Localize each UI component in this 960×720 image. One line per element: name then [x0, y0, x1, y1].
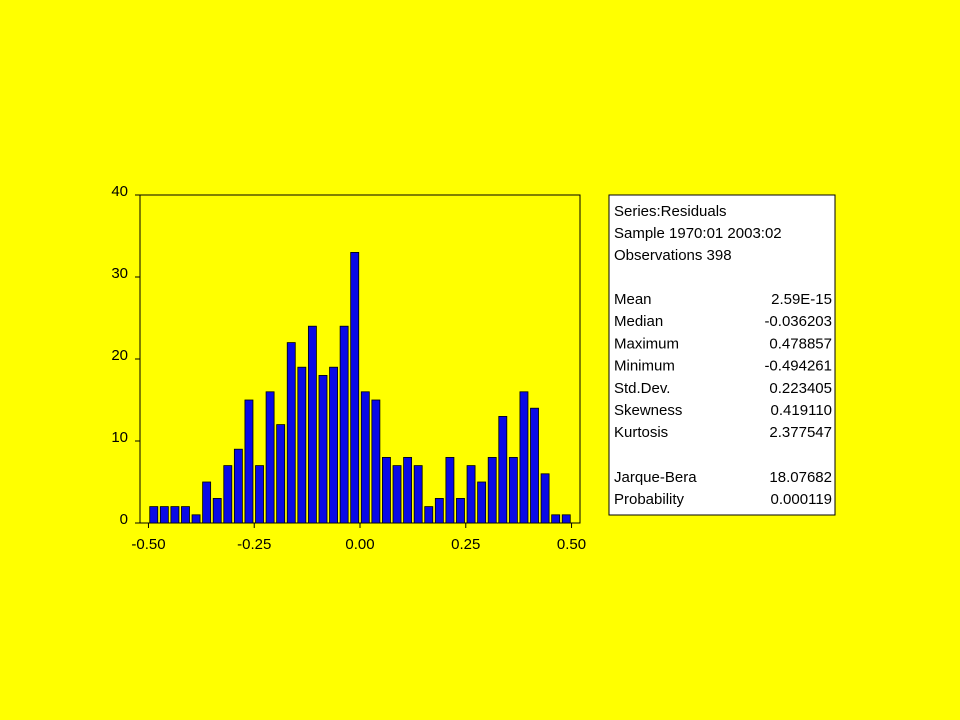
y-tick-label: 30: [111, 265, 128, 282]
stat-value: -0.036203: [764, 313, 832, 330]
bar: [466, 465, 476, 524]
bar: [445, 456, 455, 524]
bar: [540, 473, 550, 524]
bar: [403, 456, 413, 524]
stat-label: Maximum: [614, 335, 679, 352]
bar: [307, 325, 317, 524]
x-tick-label: 0.25: [451, 536, 480, 553]
bar: [318, 374, 328, 524]
stat-value: -0.494261: [764, 358, 832, 375]
bar: [255, 465, 264, 524]
bar: [191, 514, 201, 524]
stat-value: 2.377547: [769, 424, 832, 441]
bar: [508, 456, 518, 524]
stat-label: Std.Dev.: [614, 380, 670, 397]
bar: [551, 514, 561, 524]
bar: [159, 506, 169, 524]
bar: [424, 506, 434, 524]
bar: [360, 391, 370, 524]
x-tick-label: 0.00: [345, 536, 374, 553]
stat-value: 0.000119: [771, 491, 832, 508]
bar: [350, 251, 360, 524]
bar: [212, 497, 222, 524]
stat-label: Median: [614, 313, 663, 330]
stat-value: 0.478857: [769, 335, 832, 352]
bar: [456, 497, 465, 524]
stats-header: Sample 1970:01 2003:02: [614, 225, 782, 242]
bar: [329, 366, 338, 524]
bar: [498, 415, 508, 524]
bar: [202, 481, 212, 524]
x-tick-label: -0.25: [237, 536, 271, 553]
bar: [276, 424, 286, 524]
bar: [233, 448, 243, 524]
stat-label: Jarque-Bera: [614, 469, 697, 486]
stat-label: Mean: [614, 291, 652, 308]
bar: [244, 399, 254, 524]
bar: [286, 342, 296, 524]
y-tick-label: 10: [111, 429, 128, 446]
bar: [413, 465, 423, 524]
bar: [392, 465, 402, 524]
stats-box: [608, 194, 836, 516]
bar: [297, 366, 307, 524]
bar: [561, 514, 571, 524]
y-tick-label: 40: [111, 183, 128, 200]
bar: [382, 456, 391, 524]
stat-value: 0.419110: [771, 402, 832, 419]
bar: [477, 481, 487, 524]
bar: [530, 407, 539, 524]
y-tick-label: 20: [111, 347, 128, 364]
bar: [149, 506, 159, 524]
x-tick-label: 0.50: [557, 536, 586, 553]
x-tick-label: -0.50: [131, 536, 165, 553]
bar: [170, 506, 180, 524]
stats-header: Series:Residuals: [614, 203, 727, 220]
stat-label: Minimum: [614, 358, 675, 375]
stat-value: 0.223405: [769, 380, 832, 397]
bar: [223, 465, 233, 524]
bar: [265, 391, 275, 524]
stat-label: Probability: [614, 491, 685, 508]
stat-label: Kurtosis: [614, 424, 668, 441]
stat-label: Skewness: [614, 402, 682, 419]
stat-value: 2.59E-15: [771, 291, 832, 308]
y-tick-label: 0: [120, 511, 128, 528]
bar: [434, 497, 444, 524]
bar: [339, 325, 349, 524]
bar: [371, 399, 381, 524]
bar: [519, 391, 529, 524]
stats-header: Observations 398: [614, 247, 732, 264]
bar: [181, 506, 190, 524]
bar: [487, 456, 497, 524]
stat-value: 18.07682: [769, 469, 832, 486]
